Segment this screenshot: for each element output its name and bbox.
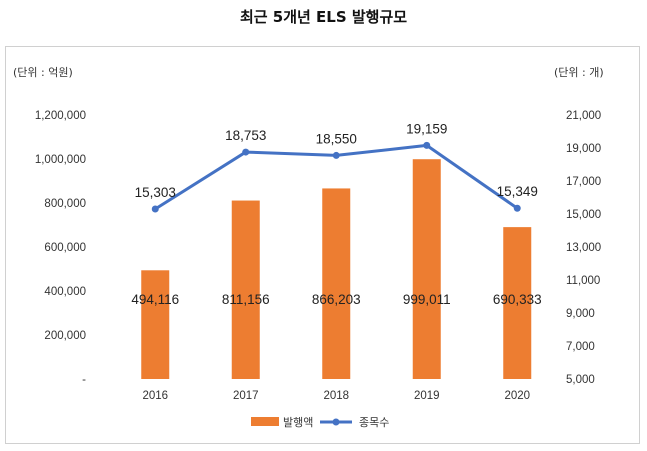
left-tick-label: 400,000 bbox=[44, 286, 86, 298]
right-tick-label: 9,000 bbox=[566, 308, 595, 320]
left-tick-label: 1,200,000 bbox=[35, 110, 86, 122]
left-tick-label: 1,000,000 bbox=[35, 154, 86, 166]
line-point bbox=[513, 204, 521, 212]
bar bbox=[322, 188, 351, 379]
x-tick-label: 2016 bbox=[142, 390, 168, 402]
bar bbox=[141, 270, 170, 379]
right-tick-label: 11,000 bbox=[566, 275, 600, 287]
chart-title: 최근 5개년 ELS 발행규모 bbox=[239, 8, 408, 26]
line-value-label: 19,159 bbox=[406, 121, 447, 136]
bar-value-label: 811,156 bbox=[222, 292, 270, 307]
left-tick-label: 200,000 bbox=[44, 330, 86, 342]
right-tick-label: 13,000 bbox=[566, 242, 601, 254]
line-value-label: 15,349 bbox=[497, 184, 538, 199]
bar-value-label: 494,116 bbox=[131, 292, 179, 307]
left-tick-label: 600,000 bbox=[44, 242, 86, 254]
x-tick-label: 2020 bbox=[504, 390, 530, 402]
bar bbox=[503, 227, 532, 379]
legend-label-bar: 발행액 bbox=[283, 416, 313, 429]
right-tick-label: 15,000 bbox=[566, 209, 601, 221]
legend-swatch-marker bbox=[332, 418, 340, 426]
left-tick-label: 800,000 bbox=[44, 198, 86, 210]
line-value-label: 18,753 bbox=[225, 128, 266, 143]
line-value-label: 18,550 bbox=[316, 131, 357, 146]
bar bbox=[412, 159, 441, 379]
left-tick-label: - bbox=[82, 374, 86, 386]
right-tick-label: 19,000 bbox=[566, 143, 601, 155]
legend: 발행액 종목수 bbox=[251, 416, 389, 429]
line-point bbox=[151, 205, 159, 213]
bar bbox=[231, 200, 260, 379]
line-point bbox=[423, 141, 431, 149]
x-tick-label: 2017 bbox=[233, 390, 259, 402]
right-tick-label: 7,000 bbox=[566, 341, 595, 353]
bar-value-label: 999,011 bbox=[403, 292, 451, 307]
line-point bbox=[332, 151, 340, 159]
bar-value-label: 866,203 bbox=[312, 292, 361, 307]
right-tick-label: 17,000 bbox=[566, 176, 601, 188]
legend-swatch-bar bbox=[251, 417, 279, 426]
right-tick-label: 21,000 bbox=[566, 110, 601, 122]
legend-label-line: 종목수 bbox=[359, 416, 389, 429]
right-tick-label: 5,000 bbox=[566, 374, 595, 386]
bar-value-label: 690,333 bbox=[493, 292, 542, 307]
x-tick-label: 2019 bbox=[414, 390, 440, 402]
chart-frame bbox=[5, 46, 640, 444]
line-value-label: 15,303 bbox=[135, 185, 176, 200]
right-axis-unit: (단위 : 개) bbox=[554, 66, 604, 79]
left-axis-unit: (단위 : 억원) bbox=[13, 66, 73, 79]
x-tick-label: 2018 bbox=[323, 390, 349, 402]
line-point bbox=[242, 148, 250, 156]
